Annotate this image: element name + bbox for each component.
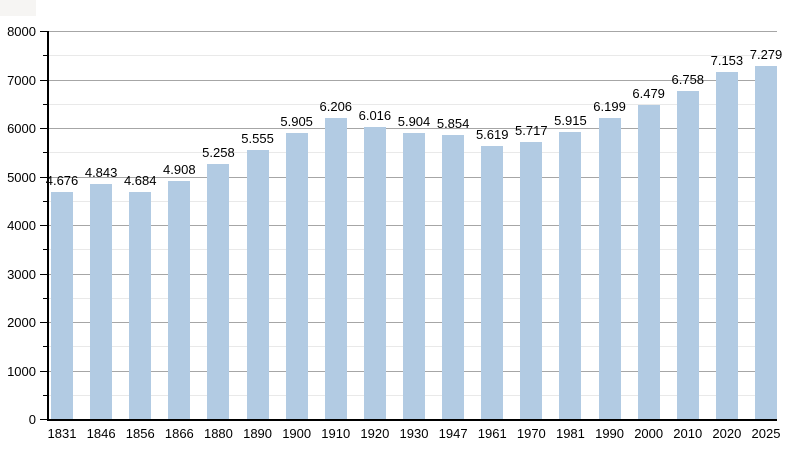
bar: [246, 149, 269, 419]
bar: [363, 127, 386, 419]
y-tick-label: 7000: [7, 72, 36, 88]
y-minor-tick: [43, 249, 47, 251]
y-minor-tick: [43, 152, 47, 154]
x-tick-label: 1930: [399, 426, 429, 441]
bar: [755, 65, 777, 419]
x-tick-label: 2025: [751, 426, 781, 441]
y-major-tick: [40, 322, 47, 323]
x-tick-label: 1947: [438, 426, 468, 441]
x-tick-label: 1880: [203, 426, 233, 441]
y-major-tick: [40, 419, 47, 420]
value-label: 6.206: [319, 99, 353, 115]
y-tick-label: 4000: [7, 218, 36, 233]
bar: [598, 118, 621, 419]
x-tick-label: 1846: [86, 426, 116, 441]
value-label: 5.854: [436, 116, 470, 132]
bar: [559, 132, 582, 419]
y-major-tick: [40, 128, 47, 129]
gridline-minor: [49, 55, 777, 57]
x-tick-label: 1890: [243, 426, 273, 441]
x-tick-label: 1856: [125, 426, 155, 441]
corner-artifact: [0, 0, 36, 16]
y-tick-label: 8000: [7, 24, 36, 39]
value-label: 4.843: [84, 165, 118, 181]
y-minor-tick: [43, 200, 47, 202]
y-minor-tick: [43, 346, 47, 348]
bar: [442, 135, 465, 419]
bar: [90, 184, 113, 419]
x-tick-label: 1831: [47, 426, 77, 441]
bar: [637, 104, 660, 419]
y-major-tick: [40, 370, 47, 372]
value-label: 7.153: [710, 53, 744, 69]
x-tick-label: 1900: [282, 426, 312, 441]
bar: [168, 180, 191, 419]
bar: [403, 132, 425, 419]
plot-area: 4.676 4.843 4.684 4.908 5.258 5.555 5.905 6.206…: [45, 31, 782, 421]
value-label: 5.258: [202, 145, 235, 160]
value-label: 6.758: [671, 72, 705, 88]
value-label: 6.016: [358, 108, 392, 124]
y-minor-tick: [43, 103, 47, 105]
bar: [324, 118, 347, 419]
value-label: 5.555: [241, 130, 274, 146]
y-tick-label: 1000: [7, 363, 36, 379]
bar: [207, 164, 230, 419]
y-tick-label: 0: [28, 412, 36, 427]
gridline-major: [49, 31, 777, 32]
value-label: 5.905: [280, 113, 313, 129]
y-tick-label: 3000: [7, 266, 36, 282]
x-tick-label: 2010: [673, 426, 703, 441]
gridline-major: [49, 128, 777, 129]
x-tick-label: 1910: [321, 426, 351, 441]
value-label: 6.479: [632, 85, 665, 101]
y-major-tick: [40, 225, 47, 226]
x-tick-label: 1990: [595, 426, 625, 441]
y-axis-line: [47, 31, 49, 421]
x-tick-label: 1920: [360, 426, 390, 441]
gridline-minor: [49, 103, 777, 105]
y-major-tick: [40, 176, 47, 178]
bar: [715, 72, 738, 419]
y-tick-label: 2000: [7, 315, 36, 330]
bar: [51, 192, 73, 419]
x-tick-label: 2020: [712, 426, 742, 441]
x-tick-label: 1866: [164, 426, 194, 441]
value-label: 4.676: [45, 173, 79, 189]
value-label: 5.619: [475, 127, 509, 143]
y-major-tick: [40, 273, 47, 275]
y-tick-label: 6000: [7, 121, 36, 136]
value-label: 5.904: [397, 113, 431, 129]
y-tick-label: 5000: [7, 169, 36, 185]
value-label: 6.199: [593, 99, 626, 115]
value-label: 7.279: [749, 46, 783, 62]
y-major-tick: [40, 31, 47, 32]
bar: [129, 191, 152, 419]
y-major-tick: [40, 79, 47, 81]
y-minor-tick: [43, 55, 47, 57]
y-minor-tick: [43, 394, 47, 396]
x-tick-label: 1970: [516, 426, 546, 441]
x-tick-label: 1961: [477, 426, 507, 441]
x-axis-line: [47, 419, 777, 421]
value-label: 4.908: [163, 161, 196, 177]
value-label: 4.684: [123, 172, 157, 188]
value-label: 5.717: [515, 122, 548, 138]
bar: [520, 141, 543, 419]
bar: [481, 146, 504, 419]
gridline-major: [49, 79, 777, 81]
bar: [676, 91, 699, 419]
x-tick-label: 1981: [555, 426, 585, 441]
x-tick-label: 2000: [634, 426, 664, 441]
bar: [285, 132, 308, 419]
value-label: 5.915: [554, 113, 587, 129]
y-minor-tick: [43, 297, 47, 299]
